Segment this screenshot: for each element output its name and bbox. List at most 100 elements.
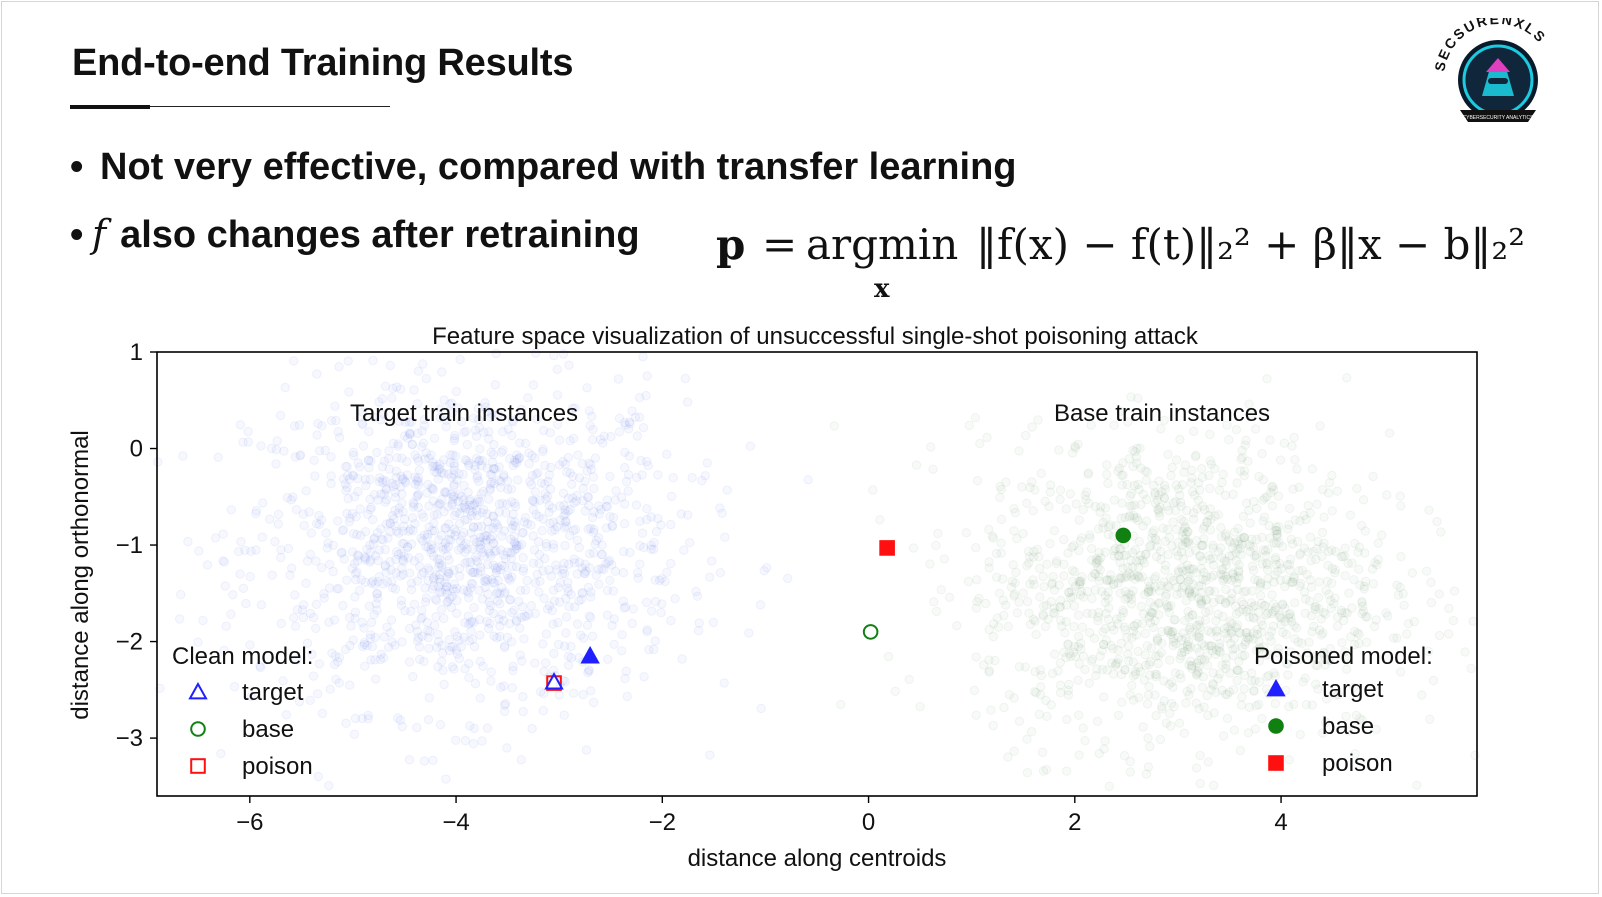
train-instance-point [434,535,444,545]
train-instance-point [360,552,370,562]
train-instance-point [480,573,491,584]
train-instance-point [380,497,390,507]
train-instance-point [468,544,478,554]
train-instance-point [1225,668,1235,678]
train-instance-point [472,557,483,567]
train-instance-point [1109,495,1120,505]
train-instance-point [560,459,571,469]
train-instance-point [412,722,422,733]
title-underline [70,106,390,107]
train-instance-point [1254,699,1264,710]
train-instance-point [298,600,309,610]
train-instance-point [341,718,351,728]
train-instance-point [523,393,533,403]
train-instance-point [376,489,386,499]
train-instance-point [391,472,401,483]
train-instance-point [530,608,541,619]
train-instance-point [633,573,643,583]
train-instance-point [419,756,430,766]
train-instance-point [1317,728,1328,738]
train-instance-point [1139,558,1150,568]
train-instance-point [1316,614,1326,624]
train-instance-point [302,638,313,648]
train-instance-point [1208,680,1219,690]
train-instance-point [380,544,390,555]
train-instance-point [343,494,353,504]
train-instance-point [1156,487,1167,497]
train-instance-point [314,510,324,521]
train-instance-point [292,655,302,665]
train-instance-point [616,492,627,502]
train-instance-point [559,710,569,720]
train-instance-point [219,557,230,567]
train-instance-point [1050,649,1060,659]
train-instance-point [1327,545,1337,555]
train-instance-point [445,535,456,545]
train-instance-point [1159,676,1169,686]
train-instance-point [577,588,587,598]
train-instance-point [479,551,490,561]
train-instance-point [482,616,492,627]
train-instance-point [1318,484,1328,495]
train-instance-point [642,514,652,525]
train-instance-point [623,470,634,480]
train-instance-point [642,627,652,637]
train-instance-point [388,383,398,394]
y-axis-label: distance along orthonormal [67,430,94,720]
train-instance-point [1311,554,1321,565]
train-instance-point [450,451,461,461]
train-instance-point [507,637,517,647]
target-train-cloud [153,348,813,791]
train-instance-point [1200,641,1210,651]
train-instance-point [605,471,615,482]
train-instance-point [246,546,256,556]
train-instance-point [1218,469,1228,479]
train-instance-point [365,630,376,640]
train-instance-point [1443,629,1454,639]
train-instance-point [1055,494,1065,504]
train-instance-point [255,662,266,673]
train-instance-point [589,524,599,535]
train-instance-point [471,431,482,441]
train-instance-point [1310,602,1320,612]
train-instance-point [1165,708,1175,719]
train-instance-point [1179,646,1190,657]
train-instance-point [489,631,499,641]
train-instance-point [1240,639,1250,650]
train-instance-point [450,586,460,597]
train-instance-point [1271,552,1281,563]
train-instance-point [409,385,419,395]
train-instance-point [601,559,611,569]
train-instance-point [442,582,452,592]
train-instance-point [372,588,382,599]
train-instance-point [457,531,467,541]
train-instance-point [306,528,316,538]
train-instance-point [548,619,558,629]
train-instance-point [460,736,471,746]
train-instance-point [1115,573,1125,584]
train-instance-point [585,421,595,431]
train-instance-point [1428,675,1439,686]
train-instance-point [1121,550,1132,560]
train-instance-point [569,554,579,564]
train-instance-point [1227,575,1237,585]
train-instance-point [464,496,475,506]
train-instance-point [1134,484,1144,495]
train-instance-point [1187,610,1197,620]
train-instance-point [375,654,386,665]
train-instance-point [469,723,479,734]
train-instance-point [435,463,445,474]
train-instance-point [339,554,349,564]
train-instance-point [276,545,286,555]
train-instance-point [572,569,582,579]
train-instance-point [301,486,311,496]
train-instance-point [1009,693,1019,703]
train-instance-point [715,503,725,513]
train-instance-point [578,689,588,700]
train-instance-point [461,504,471,514]
train-instance-point [428,755,438,765]
train-instance-point [498,445,508,455]
train-instance-point [452,608,462,618]
train-instance-point [1318,628,1328,638]
train-instance-point [476,544,486,554]
